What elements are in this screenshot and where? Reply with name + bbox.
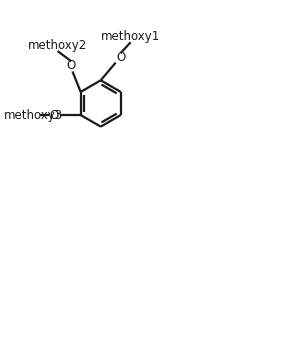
Text: methoxy2: methoxy2 <box>28 39 87 52</box>
Text: methoxy3: methoxy3 <box>4 109 63 121</box>
Text: O: O <box>66 59 76 72</box>
Text: methoxy1: methoxy1 <box>101 30 160 43</box>
Text: O: O <box>116 51 125 64</box>
Text: O: O <box>50 109 59 121</box>
